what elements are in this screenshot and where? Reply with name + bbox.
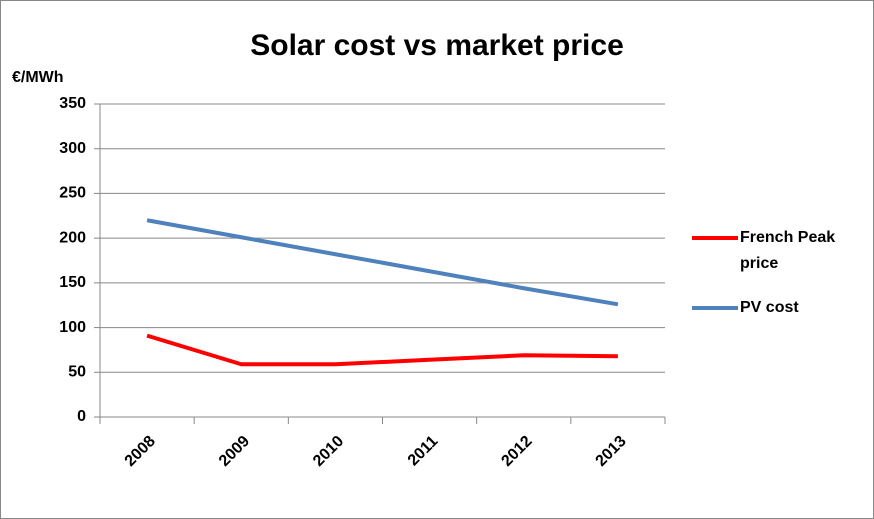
y-tick-label: 150 [59, 274, 86, 291]
y-tick-label: 200 [59, 229, 86, 246]
y-tick-label: 50 [68, 364, 86, 381]
series-line [146, 333, 618, 367]
legend-label: PV cost [740, 299, 799, 316]
y-tick-label: 300 [59, 140, 86, 157]
y-tick-label: 100 [59, 319, 86, 336]
legend-label: French Peak price [740, 229, 836, 272]
y-axis-label: €/MWh [12, 69, 64, 86]
y-tick-label: 250 [59, 185, 86, 202]
series-line [146, 218, 619, 307]
chart-title: Solar cost vs market price [250, 29, 624, 62]
y-tick-label: 350 [59, 95, 86, 112]
y-tick-label: 0 [77, 408, 86, 425]
